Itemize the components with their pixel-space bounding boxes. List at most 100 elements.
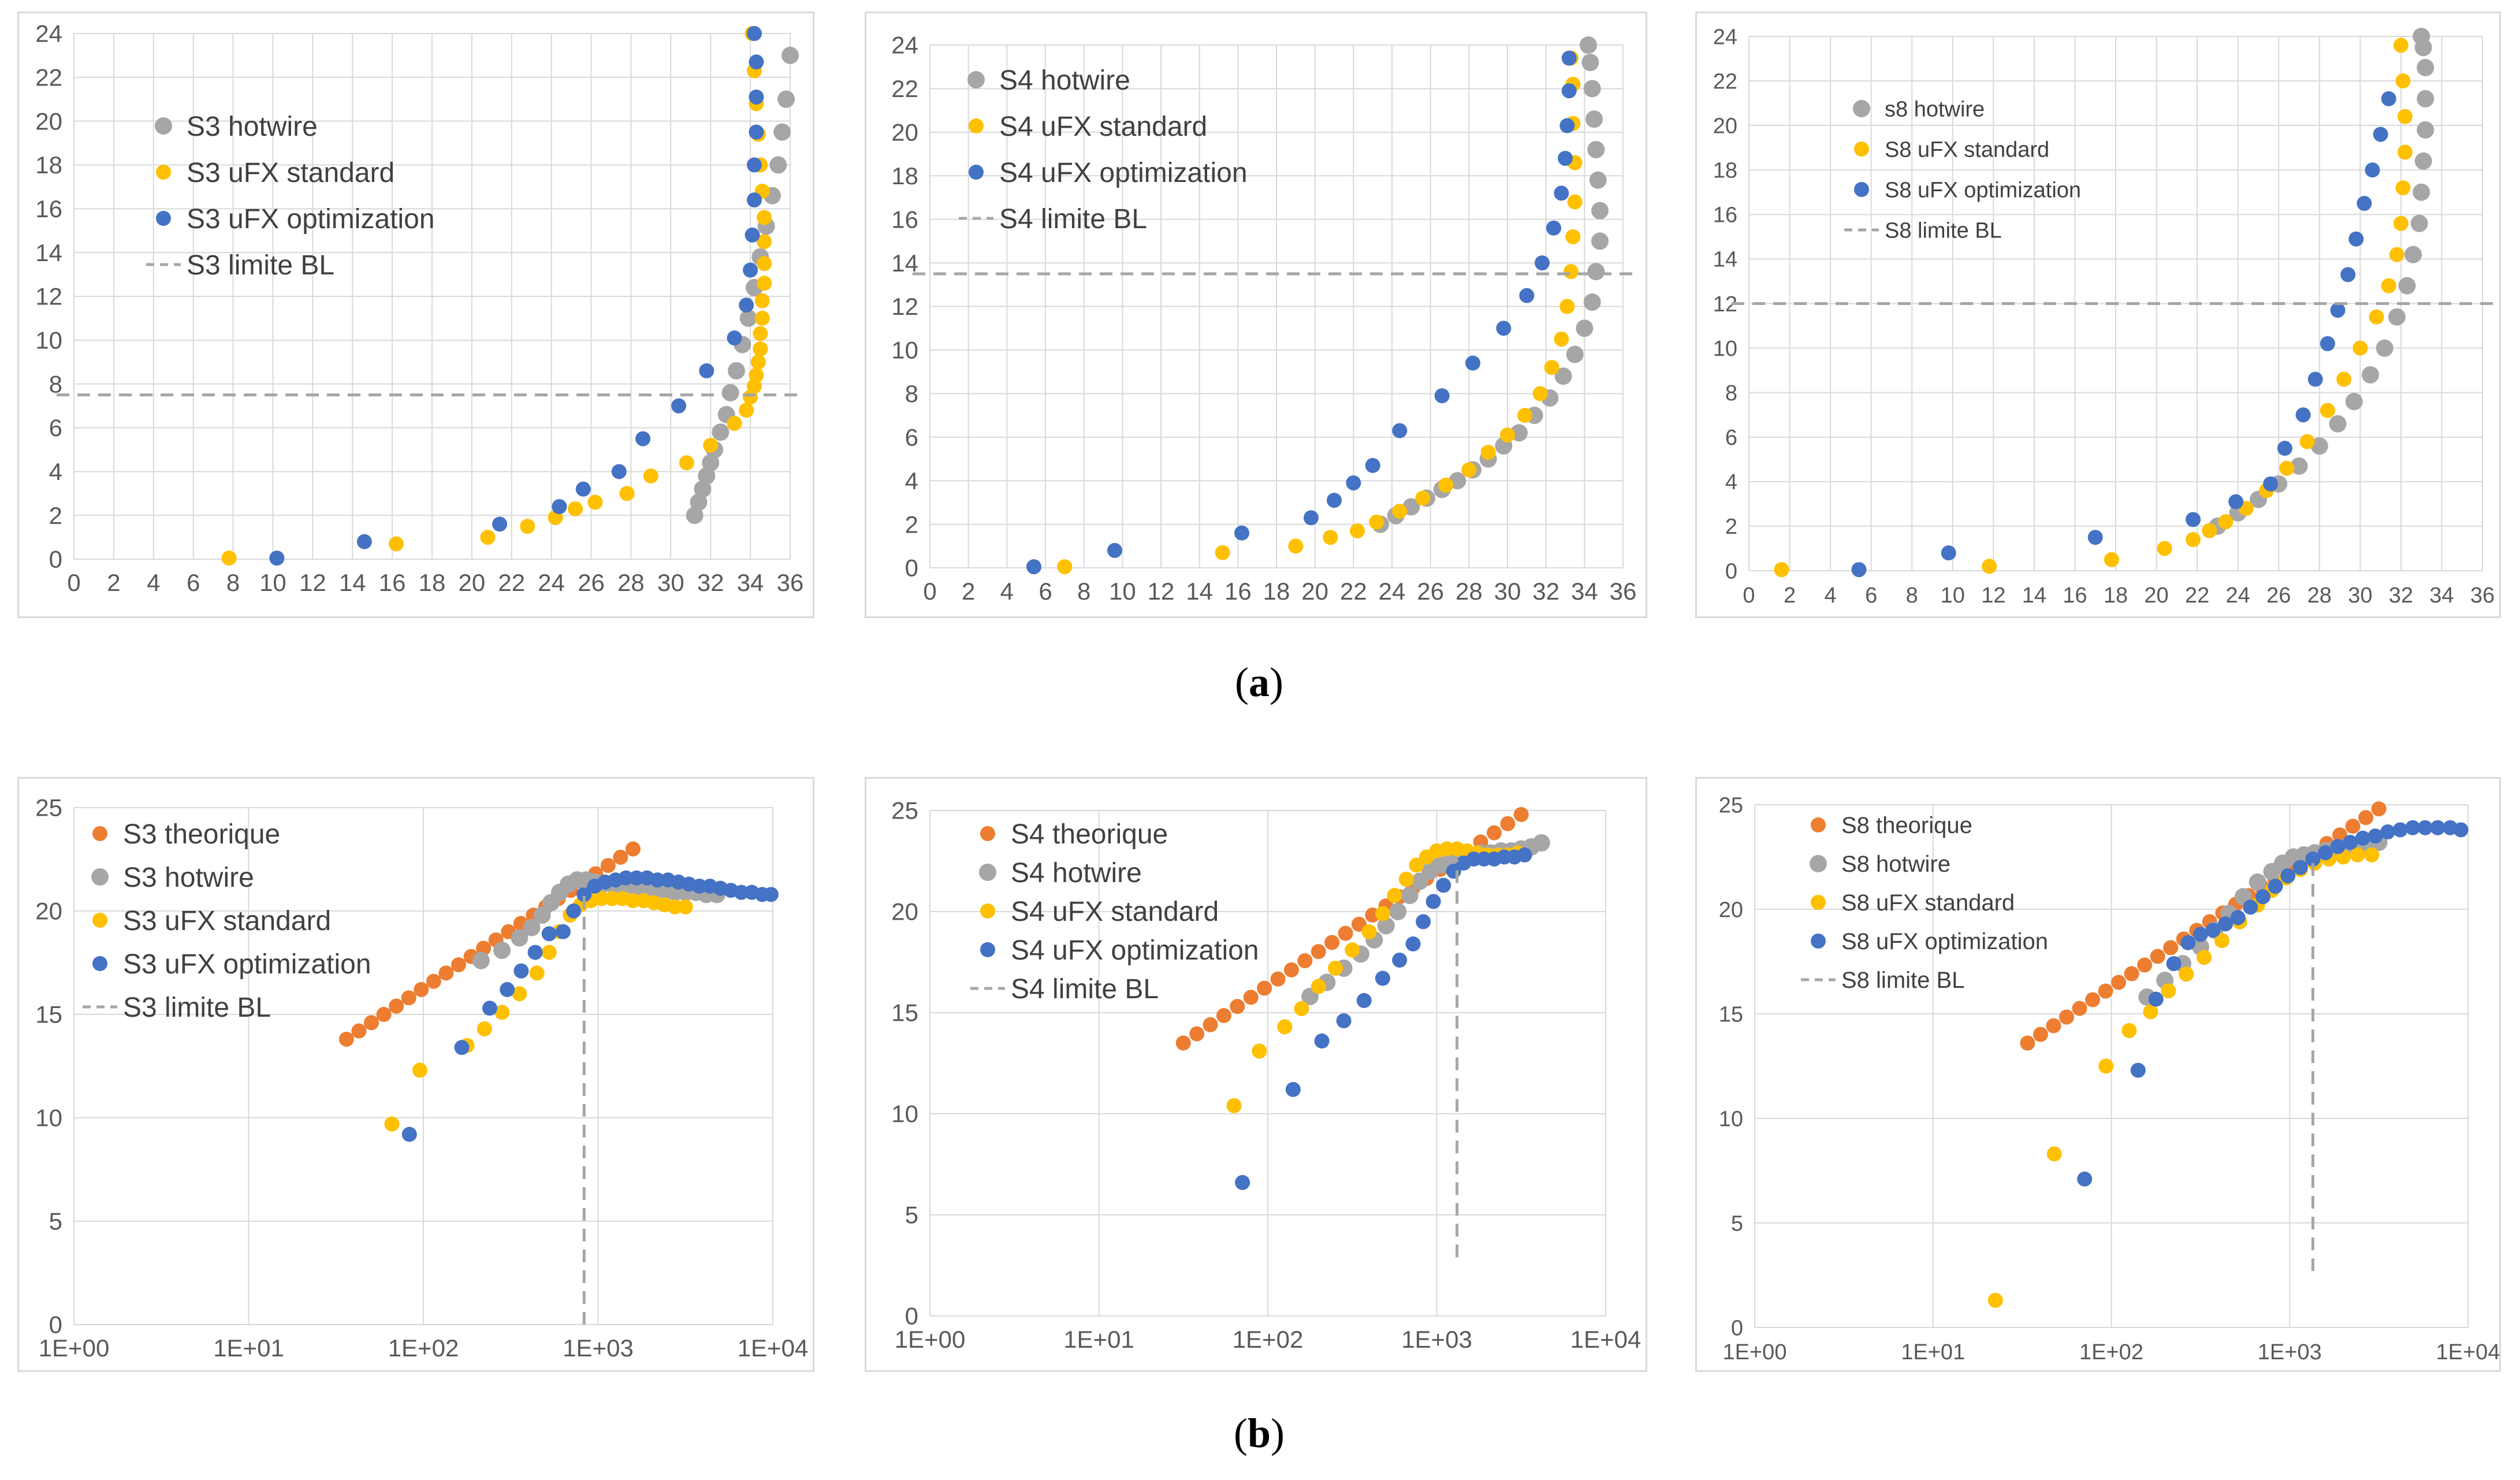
legend-label: s8 hotwire — [1885, 97, 1985, 121]
data-point-optimization — [763, 887, 779, 902]
data-point-theorique — [1338, 925, 1353, 941]
x-tick-label: 1E+04 — [738, 1334, 809, 1362]
x-tick-label: 0 — [923, 578, 936, 605]
data-point-theorique — [401, 990, 416, 1006]
data-point-optimization — [2330, 839, 2346, 854]
chart-panel-b3: 1E+00 1E+01 1E+02 1E+03 1E+04 0 5 10 15 20 25 S8 th… — [1695, 777, 2501, 1372]
data-point-standard — [2299, 434, 2315, 449]
data-point-hotwire — [781, 46, 799, 64]
data-point-optimization — [2218, 916, 2234, 932]
chart-b2-svg: 1E+00 1E+01 1E+02 1E+03 1E+04 0 5 10 15 20 25 S4 th… — [891, 797, 1641, 1353]
data-point-hotwire — [1377, 917, 1395, 935]
y-tick-label: 18 — [35, 151, 62, 179]
data-point-optimization — [556, 924, 571, 939]
x-tick-label: 1E+03 — [563, 1334, 634, 1362]
data-point-optimization — [691, 879, 707, 894]
data-point-hotwire — [694, 480, 712, 498]
data-point-standard — [1554, 332, 1569, 347]
x-tick-label: 20 — [1301, 578, 1328, 605]
x-tick-label: 30 — [657, 569, 684, 596]
data-point-hotwire — [1401, 887, 1419, 904]
data-point-optimization — [527, 944, 543, 960]
data-point-hotwire — [2398, 277, 2416, 295]
data-point-optimization — [492, 516, 508, 532]
data-point-standard — [1564, 264, 1579, 280]
data-point-standard — [1544, 360, 1559, 375]
data-point-theorique — [2072, 1001, 2087, 1016]
data-point-standard — [1982, 559, 1997, 574]
data-point-standard — [2098, 1058, 2114, 1074]
y-tick-label: 4 — [49, 458, 62, 485]
x-tick-label: 1E+00 — [895, 1326, 966, 1353]
y-tick-label: 4 — [1725, 470, 1737, 494]
legend-label: S4 uFX standard — [1011, 897, 1219, 927]
data-point-standard — [568, 501, 583, 516]
data-point-hotwire — [2388, 308, 2406, 326]
data-point-optimization — [1851, 562, 1867, 578]
caption-b: (b) — [1172, 1410, 1346, 1457]
data-point-optimization — [611, 464, 627, 479]
data-point-optimization — [749, 89, 764, 105]
data-point-standard — [2397, 109, 2413, 124]
data-point-theorique — [389, 998, 404, 1014]
legend-label: S4 uFX optimization — [999, 158, 1248, 188]
y-tick-label: 10 — [35, 1105, 62, 1132]
data-point-optimization — [1436, 877, 1451, 893]
x-tick-label: 2 — [107, 569, 120, 596]
x-tick-label: 1E+03 — [2258, 1340, 2322, 1364]
data-point-standard — [1311, 979, 1326, 994]
data-point-standard — [520, 519, 535, 534]
data-point-optimization — [747, 192, 762, 208]
data-point-optimization — [2130, 1062, 2146, 1078]
x-tick-label: 32 — [1532, 578, 1559, 605]
chart-panel-b1: 1E+00 1E+01 1E+02 1E+03 1E+04 0 5 10 15 20 25 S3 th… — [17, 777, 814, 1372]
data-point-standard — [757, 276, 772, 291]
data-point-standard — [594, 891, 609, 906]
data-point-standard — [1559, 299, 1575, 314]
data-point-optimization — [269, 551, 285, 566]
y-tick-label: 2 — [1725, 515, 1737, 539]
legend-label: S8 uFX optimization — [1885, 178, 2081, 202]
data-point-hotwire — [1510, 424, 1528, 442]
y-tick-label: 10 — [891, 1100, 918, 1128]
legend-swatch — [92, 956, 107, 971]
x-tick-label: 2 — [1784, 583, 1796, 608]
data-point-optimization — [1235, 1175, 1250, 1190]
data-point-optimization — [2180, 935, 2196, 950]
data-point-optimization — [576, 887, 592, 902]
x-tick-label: 6 — [1865, 583, 1877, 608]
data-point-standard — [750, 354, 766, 370]
data-point-theorique — [2150, 949, 2165, 964]
data-point-hotwire — [1587, 263, 1605, 281]
data-point-optimization — [552, 499, 567, 514]
legend-label: S3 limite BL — [123, 992, 271, 1023]
data-point-standard — [753, 326, 768, 341]
data-point-standard — [2353, 340, 2368, 356]
data-point-hotwire — [2310, 437, 2328, 455]
data-point-standard — [1226, 1098, 1242, 1113]
data-point-standard — [2143, 1004, 2158, 1020]
data-point-optimization — [1554, 185, 1569, 201]
data-point-hotwire — [2376, 339, 2394, 357]
x-tick-label: 34 — [737, 569, 764, 596]
data-point-hotwire — [2417, 58, 2435, 76]
data-point-optimization — [2280, 868, 2296, 884]
x-tick-label: 36 — [1610, 578, 1637, 605]
data-point-optimization — [2318, 845, 2333, 861]
legend-swatch — [1810, 855, 1827, 872]
data-point-optimization — [566, 903, 582, 919]
legend-swatch — [1853, 100, 1870, 117]
data-point-hotwire — [1587, 141, 1605, 158]
legend-swatch — [980, 903, 995, 919]
data-point-standard — [1567, 194, 1583, 210]
data-point-hotwire — [1532, 834, 1550, 851]
data-point-optimization — [745, 227, 760, 243]
data-point-theorique — [338, 1031, 354, 1047]
x-tick-label: 1E+00 — [39, 1334, 110, 1362]
data-point-standard — [1369, 514, 1384, 530]
data-point-hotwire — [2290, 457, 2308, 475]
data-point-standard — [2157, 541, 2172, 556]
data-point-standard — [1438, 477, 1454, 493]
data-point-standard — [1415, 490, 1431, 506]
data-point-optimization — [699, 363, 714, 378]
